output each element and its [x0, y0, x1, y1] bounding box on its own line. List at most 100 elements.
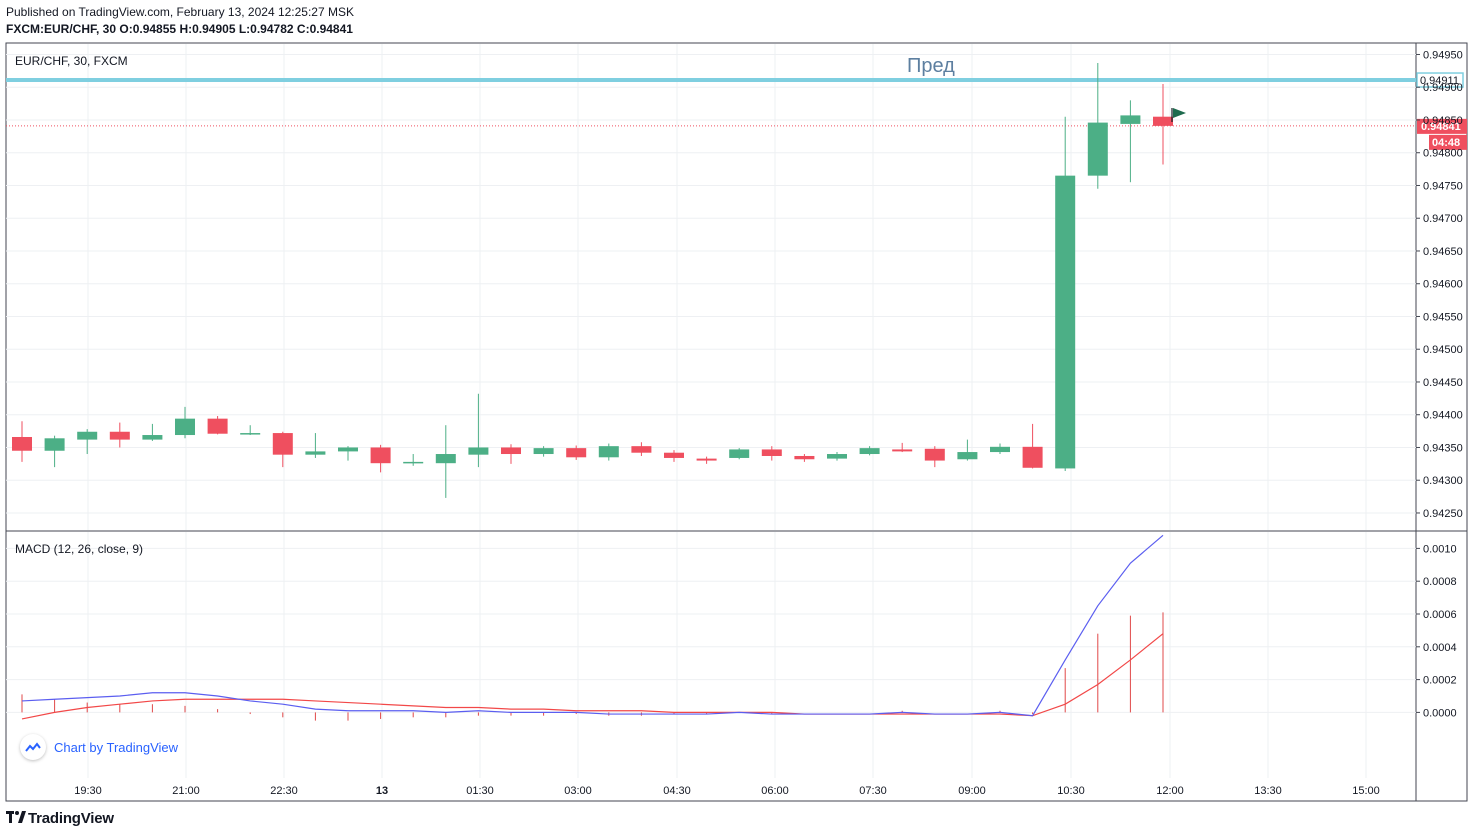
time-tick-label: 03:00: [564, 785, 592, 797]
candle-body: [1153, 116, 1173, 126]
candles: [12, 62, 1173, 498]
candle-up: [957, 439, 978, 461]
tradingview-logo-icon: [6, 810, 28, 827]
price-tick-label: 0.94700: [1423, 213, 1463, 225]
price-tick-label: 0.94550: [1423, 311, 1463, 323]
candle-up: [435, 425, 456, 498]
candle-down: [566, 445, 587, 460]
candle-body: [533, 448, 554, 455]
time-tick-label: 19:30: [74, 785, 102, 797]
macd-tick-label: 0.0004: [1423, 642, 1457, 654]
candle-body: [631, 446, 652, 453]
candle-body: [403, 461, 424, 464]
time-tick-label: 12:00: [1156, 785, 1184, 797]
candle-body: [598, 446, 619, 458]
time-tick-label: 15:00: [1352, 785, 1380, 797]
price-tick-label: 0.94450: [1423, 377, 1463, 389]
candle-down: [1153, 83, 1173, 165]
candle-up: [338, 446, 358, 461]
countdown-tag: [1429, 134, 1467, 150]
macd-tick-label: 0.0006: [1423, 609, 1457, 621]
time-tick-label: 09:00: [958, 785, 986, 797]
candle-body: [175, 418, 195, 436]
candle-body: [109, 431, 130, 440]
candle-body: [761, 449, 782, 456]
candle-up: [305, 433, 326, 458]
candle-up: [859, 446, 880, 456]
candle-up: [1120, 100, 1141, 183]
candle-down: [761, 446, 782, 461]
macd-tick-label: 0.0010: [1423, 543, 1457, 555]
price-tick-label: 0.94850: [1423, 115, 1463, 127]
candle-body: [859, 448, 880, 455]
candle-down: [1022, 423, 1043, 469]
axes: 19:30 21:00 22:30 13 01:30 03:00 04:30 06:00 07:…: [74, 49, 1463, 797]
time-tick-label: 06:00: [761, 785, 789, 797]
candle-up: [468, 393, 489, 468]
candle-body: [305, 451, 326, 455]
candle-down: [109, 422, 130, 448]
price-tick-label: 0.94900: [1423, 82, 1463, 94]
symbol-legend: EUR/CHF, 30, FXCM: [15, 54, 128, 68]
macd-tick-label: 0.0002: [1423, 675, 1457, 687]
candle-up: [729, 448, 750, 460]
candle-down: [696, 456, 717, 464]
candle-body: [566, 448, 587, 458]
candle-up: [403, 454, 424, 466]
price-tick-label: 0.94300: [1423, 475, 1463, 487]
countdown-label: 04:48: [1432, 137, 1460, 149]
macd-tick-label: 0.0008: [1423, 576, 1457, 588]
candle-body: [794, 455, 815, 460]
candle-body: [435, 454, 456, 464]
tradingview-logo[interactable]: TradingView: [6, 810, 114, 827]
time-tick-label: 04:30: [663, 785, 691, 797]
candle-body: [207, 418, 228, 434]
macd-line: [21, 534, 1164, 717]
candle-down: [12, 421, 32, 462]
ohlc-header: FXCM:EUR/CHF, 30 O:0.94855 H:0.94905 L:0…: [6, 22, 353, 36]
price-tick-label: 0.94750: [1423, 180, 1463, 192]
low-label: L:: [238, 22, 251, 36]
candle-body: [827, 454, 847, 459]
candle-body: [1120, 115, 1141, 124]
tradingview-cloud-icon: [20, 734, 46, 760]
candle-body: [892, 449, 913, 452]
candle-down: [794, 454, 815, 462]
candle-body: [729, 449, 750, 458]
candle-up: [1055, 116, 1076, 472]
level-price-tag: [1416, 72, 1464, 88]
candle-body: [44, 438, 65, 451]
chart-watermark[interactable]: Chart by TradingView: [20, 734, 178, 760]
candle-body: [1087, 122, 1108, 176]
open-value: 0.94855: [132, 22, 177, 36]
candle-up: [240, 425, 261, 436]
candle-body: [240, 433, 261, 435]
level-price-label: 0.94911: [1420, 75, 1459, 87]
price-tick-label: 0.94250: [1423, 508, 1463, 520]
candle-down: [924, 446, 945, 468]
candle-body: [1055, 175, 1076, 469]
macd-tick-label: 0.0000: [1423, 707, 1457, 719]
candle-up: [827, 452, 847, 461]
high-value: 0.94905: [192, 22, 236, 36]
time-tick-label: 22:30: [270, 785, 298, 797]
candle-up: [990, 443, 1010, 455]
candle-up: [142, 423, 163, 441]
candle-body: [924, 448, 945, 461]
time-tick-label: 21:00: [172, 785, 200, 797]
level-line-group: 0.94911 0.94841 04:48: [6, 72, 1467, 150]
price-tick-label: 0.94600: [1423, 279, 1463, 291]
level-annotation: Пред: [907, 55, 955, 77]
candle-up: [598, 443, 619, 461]
time-tick-label: 07:30: [859, 785, 887, 797]
low-value: 0.94782: [250, 22, 294, 36]
candle-up: [1087, 62, 1108, 189]
watermark-text: Chart by TradingView: [54, 739, 179, 755]
price-tick-label: 0.94800: [1423, 148, 1463, 160]
candle-body: [696, 458, 717, 461]
price-tick-label: 0.94650: [1423, 246, 1463, 258]
time-tick-label: 01:30: [466, 785, 494, 797]
footer-brand: TradingView: [28, 810, 114, 827]
candle-up: [533, 446, 554, 457]
